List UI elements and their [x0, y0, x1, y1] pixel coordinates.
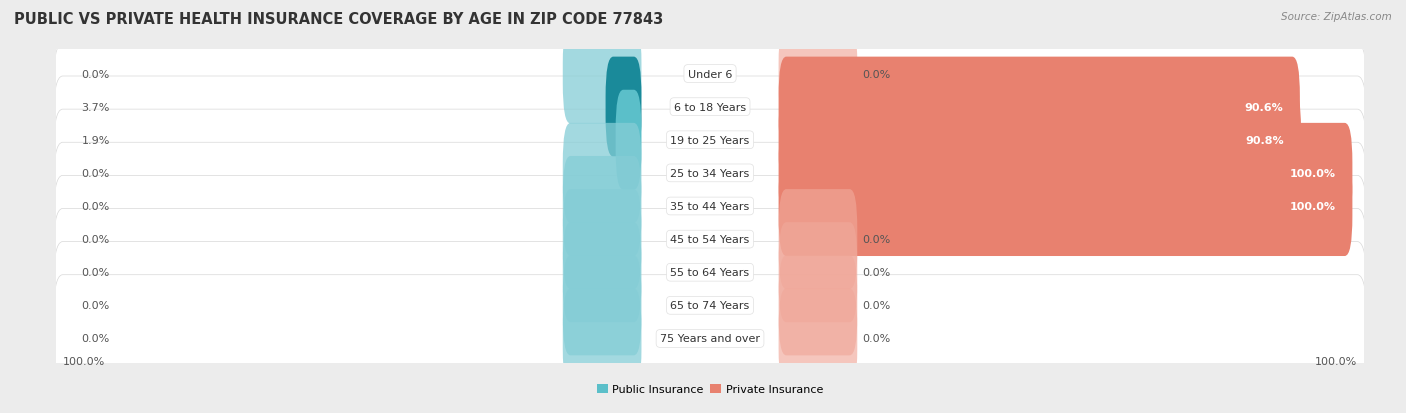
Text: 0.0%: 0.0%: [82, 169, 110, 178]
Text: 0.0%: 0.0%: [862, 235, 890, 244]
FancyBboxPatch shape: [779, 190, 858, 290]
FancyBboxPatch shape: [562, 157, 641, 256]
Text: 0.0%: 0.0%: [862, 301, 890, 311]
Text: 1.9%: 1.9%: [82, 135, 110, 145]
FancyBboxPatch shape: [779, 289, 858, 389]
FancyBboxPatch shape: [53, 110, 1367, 237]
FancyBboxPatch shape: [779, 256, 858, 356]
FancyBboxPatch shape: [779, 90, 1301, 190]
Text: 35 to 44 Years: 35 to 44 Years: [671, 202, 749, 211]
FancyBboxPatch shape: [53, 242, 1367, 369]
FancyBboxPatch shape: [562, 123, 641, 223]
FancyBboxPatch shape: [779, 24, 858, 124]
Text: 90.8%: 90.8%: [1246, 135, 1284, 145]
FancyBboxPatch shape: [53, 44, 1367, 171]
FancyBboxPatch shape: [53, 176, 1367, 303]
FancyBboxPatch shape: [562, 256, 641, 356]
FancyBboxPatch shape: [779, 157, 1353, 256]
FancyBboxPatch shape: [779, 123, 1353, 223]
FancyBboxPatch shape: [606, 57, 641, 157]
Text: 65 to 74 Years: 65 to 74 Years: [671, 301, 749, 311]
Text: Under 6: Under 6: [688, 69, 733, 79]
Text: 0.0%: 0.0%: [82, 301, 110, 311]
Text: 55 to 64 Years: 55 to 64 Years: [671, 268, 749, 278]
Text: 100.0%: 100.0%: [63, 356, 105, 366]
Text: 0.0%: 0.0%: [82, 268, 110, 278]
Text: 19 to 25 Years: 19 to 25 Years: [671, 135, 749, 145]
Text: PUBLIC VS PRIVATE HEALTH INSURANCE COVERAGE BY AGE IN ZIP CODE 77843: PUBLIC VS PRIVATE HEALTH INSURANCE COVER…: [14, 12, 664, 27]
Text: 90.6%: 90.6%: [1244, 102, 1282, 112]
FancyBboxPatch shape: [53, 11, 1367, 138]
FancyBboxPatch shape: [53, 77, 1367, 204]
Text: 0.0%: 0.0%: [862, 69, 890, 79]
Text: 100.0%: 100.0%: [1315, 356, 1357, 366]
Text: 0.0%: 0.0%: [862, 334, 890, 344]
Text: 100.0%: 100.0%: [1289, 169, 1336, 178]
Text: 3.7%: 3.7%: [82, 102, 110, 112]
Text: 6 to 18 Years: 6 to 18 Years: [673, 102, 747, 112]
Text: 0.0%: 0.0%: [82, 202, 110, 211]
FancyBboxPatch shape: [562, 190, 641, 290]
FancyBboxPatch shape: [53, 143, 1367, 270]
Legend: Public Insurance, Private Insurance: Public Insurance, Private Insurance: [592, 380, 828, 399]
FancyBboxPatch shape: [53, 275, 1367, 402]
FancyBboxPatch shape: [779, 57, 1301, 157]
Text: 100.0%: 100.0%: [1289, 202, 1336, 211]
Text: 0.0%: 0.0%: [82, 235, 110, 244]
FancyBboxPatch shape: [616, 90, 641, 190]
Text: 25 to 34 Years: 25 to 34 Years: [671, 169, 749, 178]
FancyBboxPatch shape: [562, 223, 641, 323]
FancyBboxPatch shape: [779, 223, 858, 323]
Text: 75 Years and over: 75 Years and over: [659, 334, 761, 344]
Text: Source: ZipAtlas.com: Source: ZipAtlas.com: [1281, 12, 1392, 22]
Text: 0.0%: 0.0%: [82, 69, 110, 79]
Text: 0.0%: 0.0%: [862, 268, 890, 278]
Text: 0.0%: 0.0%: [82, 334, 110, 344]
FancyBboxPatch shape: [562, 289, 641, 389]
FancyBboxPatch shape: [562, 24, 641, 124]
FancyBboxPatch shape: [53, 209, 1367, 336]
Text: 45 to 54 Years: 45 to 54 Years: [671, 235, 749, 244]
